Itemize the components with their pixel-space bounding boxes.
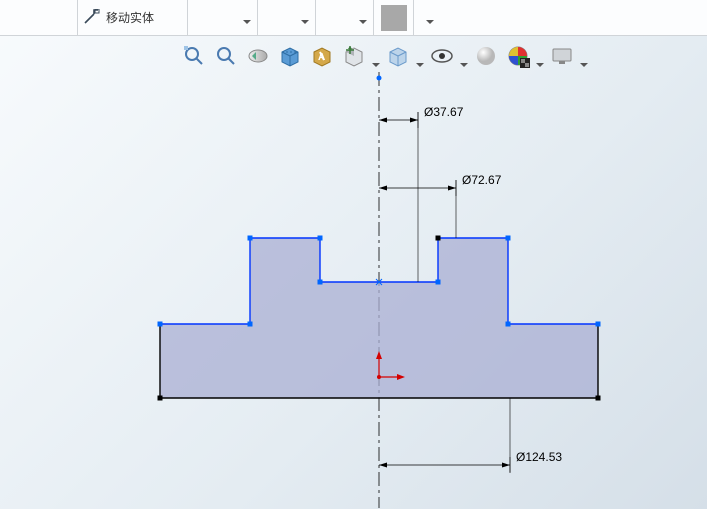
chevron-down-icon[interactable] xyxy=(460,63,468,68)
section-view-icon[interactable] xyxy=(276,42,304,70)
apply-scene-icon[interactable] xyxy=(504,42,532,70)
svg-text:Ø124.53: Ø124.53 xyxy=(516,450,562,464)
ribbon: 移动实体 xyxy=(0,0,707,36)
hide-show-icon[interactable] xyxy=(428,42,456,70)
color-swatch xyxy=(381,5,407,31)
ribbon-group-move-entity[interactable]: 移动实体 xyxy=(78,0,188,35)
move-entity-icon xyxy=(84,9,102,27)
svg-text:Ø37.67: Ø37.67 xyxy=(424,105,464,119)
move-entity-label: 移动实体 xyxy=(106,9,154,26)
normal-to-icon[interactable] xyxy=(340,42,368,70)
chevron-down-icon xyxy=(243,20,251,25)
ribbon-swatch[interactable] xyxy=(374,0,414,35)
prev-view-icon[interactable] xyxy=(244,42,272,70)
chevron-down-icon xyxy=(301,20,309,25)
ribbon-dd-3[interactable] xyxy=(316,0,374,35)
zoom-fit-icon[interactable] xyxy=(180,42,208,70)
view-orient-icon[interactable]: A xyxy=(308,42,336,70)
display-style-icon[interactable] xyxy=(384,42,412,70)
edit-appearance-icon[interactable] xyxy=(472,42,500,70)
ribbon-dd-4[interactable] xyxy=(414,0,707,35)
zoom-area-icon[interactable] xyxy=(212,42,240,70)
sketch-drawing: Ø37.67 Ø72.67 Ø124.53 xyxy=(0,72,707,509)
chevron-down-icon[interactable] xyxy=(416,63,424,68)
chevron-down-icon[interactable] xyxy=(580,63,588,68)
ribbon-dd-2[interactable] xyxy=(258,0,316,35)
chevron-down-icon xyxy=(426,20,434,25)
chevron-down-icon[interactable] xyxy=(536,63,544,68)
ribbon-dd-1[interactable] xyxy=(188,0,258,35)
view-settings-icon[interactable] xyxy=(548,42,576,70)
chevron-down-icon[interactable] xyxy=(372,63,380,68)
graphics-viewport[interactable]: Ø37.67 Ø72.67 Ø124.53 xyxy=(0,72,707,509)
view-toolbar: A xyxy=(180,42,588,70)
ribbon-group-blank1 xyxy=(0,0,78,35)
svg-text:Ø72.67: Ø72.67 xyxy=(462,173,502,187)
svg-text:A: A xyxy=(318,52,325,63)
chevron-down-icon xyxy=(359,20,367,25)
